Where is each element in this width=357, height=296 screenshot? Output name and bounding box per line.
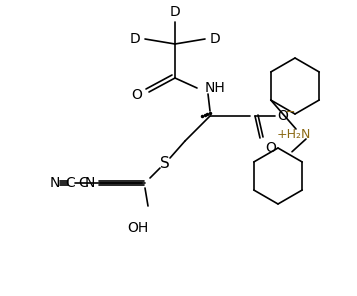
Text: C: C (78, 176, 88, 190)
Text: D: D (170, 5, 180, 19)
Text: C: C (65, 176, 75, 190)
Text: NH: NH (205, 81, 226, 95)
Text: N: N (50, 176, 60, 190)
Text: N: N (85, 176, 95, 190)
Text: D: D (129, 32, 140, 46)
Text: OH: OH (127, 221, 149, 235)
Text: O: O (277, 109, 288, 123)
Text: D: D (210, 32, 221, 46)
Text: S: S (160, 155, 170, 170)
Text: O: O (265, 141, 276, 155)
Text: −: − (285, 105, 296, 118)
Text: O: O (131, 88, 142, 102)
Text: +H₂N: +H₂N (277, 128, 311, 141)
